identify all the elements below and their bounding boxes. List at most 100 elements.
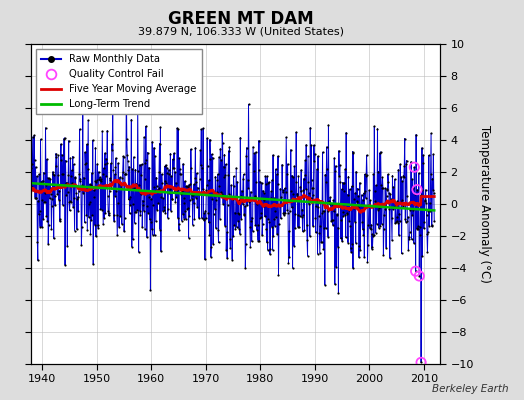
Point [163,214,172,221]
Point [83,166,92,172]
Point [141,160,150,166]
Point [221,172,230,179]
Point [329,197,337,204]
Point [62,180,70,186]
Point [159,195,167,202]
Point [99,221,107,228]
Point [402,157,411,164]
Point [324,234,332,240]
Point [193,203,201,210]
Point [124,167,133,173]
Point [87,216,95,223]
Point [90,187,99,193]
Point [271,222,279,229]
Point [144,209,152,216]
Point [171,169,179,175]
Point [76,178,84,184]
Point [209,241,217,247]
Point [411,191,419,197]
Point [169,156,177,162]
Point [320,225,328,231]
Point [243,202,252,208]
Point [334,224,342,231]
Point [40,190,49,196]
Point [39,177,47,184]
Text: GREEN MT DAM: GREEN MT DAM [168,10,314,28]
Point [201,256,209,263]
Point [132,209,140,216]
Point [375,204,384,211]
Point [371,198,379,204]
Point [203,182,211,188]
Point [173,125,181,131]
Point [45,222,53,228]
Point [135,208,144,214]
Point [70,195,78,201]
Point [133,186,141,192]
Point [405,234,413,240]
Point [355,243,364,250]
Point [344,240,352,246]
Point [126,194,134,200]
Point [304,153,312,160]
Point [405,236,413,242]
Point [128,236,137,242]
Point [64,172,72,178]
Point [330,155,339,161]
Point [74,188,83,194]
Point [265,179,273,185]
Point [143,202,151,209]
Point [276,186,285,192]
Point [85,181,94,187]
Point [83,226,92,233]
Point [103,160,111,166]
Point [198,165,206,172]
Point [80,219,89,226]
Point [373,126,381,132]
Point [226,195,235,202]
Point [199,186,207,192]
Point [417,187,425,194]
Point [403,218,412,224]
Point [95,176,103,182]
Point [155,168,163,175]
Point [248,228,257,234]
Point [358,219,366,225]
Point [242,153,250,159]
Point [282,171,291,177]
Point [211,206,219,212]
Point [50,193,59,200]
Point [354,204,362,210]
Point [141,226,149,232]
Point [105,210,113,216]
Point [349,150,357,156]
Point [403,192,411,199]
Point [395,232,403,238]
Point [192,170,201,176]
Point [244,177,252,184]
Point [195,191,204,197]
Point [102,156,110,162]
Point [384,171,392,178]
Point [241,264,249,271]
Point [204,219,213,226]
Point [381,185,389,192]
Point [342,234,350,240]
Point [274,153,282,159]
Point [422,212,431,218]
Point [402,161,410,168]
Point [261,180,270,187]
Point [280,210,289,217]
Point [336,235,345,242]
Point [254,167,263,174]
Point [124,196,133,202]
Point [362,173,370,179]
Point [66,198,74,204]
Point [179,195,188,201]
Point [226,235,234,242]
Point [296,184,304,190]
Point [340,188,348,194]
Point [200,210,209,216]
Point [185,212,194,219]
Point [206,254,215,260]
